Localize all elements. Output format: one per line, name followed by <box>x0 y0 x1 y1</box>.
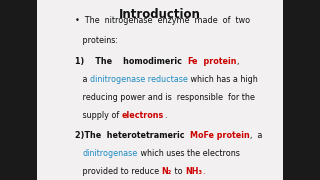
Text: Fe: Fe <box>188 57 198 66</box>
Text: provided to reduce: provided to reduce <box>75 167 162 176</box>
Text: protein: protein <box>198 57 236 66</box>
Text: ,: , <box>236 57 239 66</box>
Text: ,  a: , a <box>250 131 262 140</box>
Text: supply of: supply of <box>75 111 122 120</box>
Text: proteins:: proteins: <box>75 36 118 45</box>
Text: dinitrogenase reductase: dinitrogenase reductase <box>90 75 188 84</box>
Text: dinitrogenase: dinitrogenase <box>83 149 138 158</box>
Text: Introduction: Introduction <box>119 8 201 21</box>
Text: a: a <box>75 75 90 84</box>
Text: NH₃: NH₃ <box>185 167 202 176</box>
Text: 2)The  heterotetrameric: 2)The heterotetrameric <box>75 131 190 140</box>
Text: electrons: electrons <box>122 111 164 120</box>
Text: which uses the electrons: which uses the electrons <box>138 149 240 158</box>
Text: .: . <box>164 111 166 120</box>
Text: which has a high: which has a high <box>188 75 258 84</box>
Text: to: to <box>172 167 185 176</box>
Text: .: . <box>202 167 204 176</box>
Text: •  The  nitrogenase  enzyme  made  of  two: • The nitrogenase enzyme made of two <box>75 16 250 25</box>
Text: 1)    The    homodimeric: 1) The homodimeric <box>75 57 188 66</box>
Text: N₂: N₂ <box>162 167 172 176</box>
Text: reducing power and is  responsible  for the: reducing power and is responsible for th… <box>75 93 255 102</box>
Text: MoFe protein: MoFe protein <box>190 131 250 140</box>
